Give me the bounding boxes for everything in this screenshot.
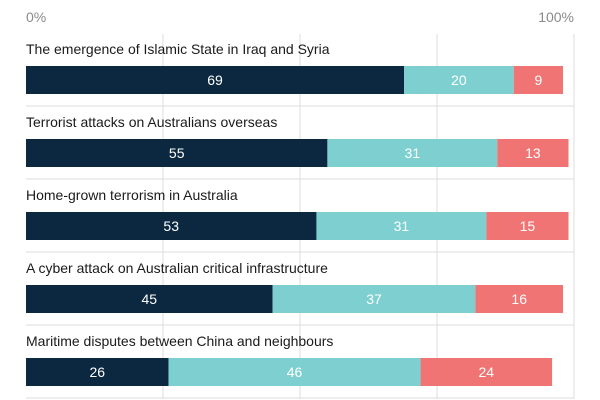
bar-segment-0 [26, 212, 317, 240]
bar-segment-1 [316, 212, 487, 240]
data-label: 13 [525, 145, 541, 161]
data-label: 31 [394, 218, 410, 234]
data-label: 55 [169, 145, 185, 161]
bar-segment-0 [26, 139, 328, 167]
data-label: 26 [89, 364, 105, 380]
axis-labels: 0% 100% [26, 9, 574, 25]
data-label: 46 [287, 364, 303, 380]
bar-segment-2 [497, 139, 569, 167]
category-label: The emergence of Islamic State in Iraq a… [26, 41, 330, 57]
bar-segment-0 [26, 358, 169, 386]
data-label: 15 [520, 218, 536, 234]
chart-row: The emergence of Islamic State in Iraq a… [26, 41, 574, 107]
chart-row: Terrorist attacks on Australians oversea… [26, 114, 574, 180]
data-label: 24 [479, 364, 495, 380]
category-label: Terrorist attacks on Australians oversea… [26, 114, 277, 130]
data-label: 37 [366, 291, 382, 307]
category-label: Maritime disputes between China and neig… [26, 333, 333, 349]
data-label: 31 [405, 145, 421, 161]
data-label: 69 [207, 72, 223, 88]
chart-row: Maritime disputes between China and neig… [26, 333, 574, 399]
bar-segment-1 [272, 285, 476, 313]
data-label: 53 [163, 218, 179, 234]
bar-segment-1 [327, 139, 498, 167]
data-label: 45 [142, 291, 158, 307]
bar-segment-2 [475, 285, 564, 313]
data-label: 9 [534, 72, 542, 88]
bar-segment-2 [513, 66, 564, 94]
bar-segment-1 [168, 358, 421, 386]
data-label: 20 [451, 72, 467, 88]
category-label: Home-grown terrorism in Australia [26, 187, 238, 203]
bar-segment-0 [26, 285, 273, 313]
bar-segment-1 [404, 66, 514, 94]
bar-segment-2 [420, 358, 553, 386]
axis-tick-label-100: 100% [538, 9, 574, 25]
category-label: A cyber attack on Australian critical in… [26, 260, 328, 276]
chart-rows: The emergence of Islamic State in Iraq a… [26, 41, 574, 399]
chart-row: Home-grown terrorism in Australia 53 31 15 [26, 187, 574, 253]
data-label: 16 [511, 291, 527, 307]
bar-segment-0 [26, 66, 405, 94]
axis-tick-label-0: 0% [26, 9, 46, 25]
bar-segment-2 [486, 212, 569, 240]
chart-row: A cyber attack on Australian critical in… [26, 260, 574, 326]
